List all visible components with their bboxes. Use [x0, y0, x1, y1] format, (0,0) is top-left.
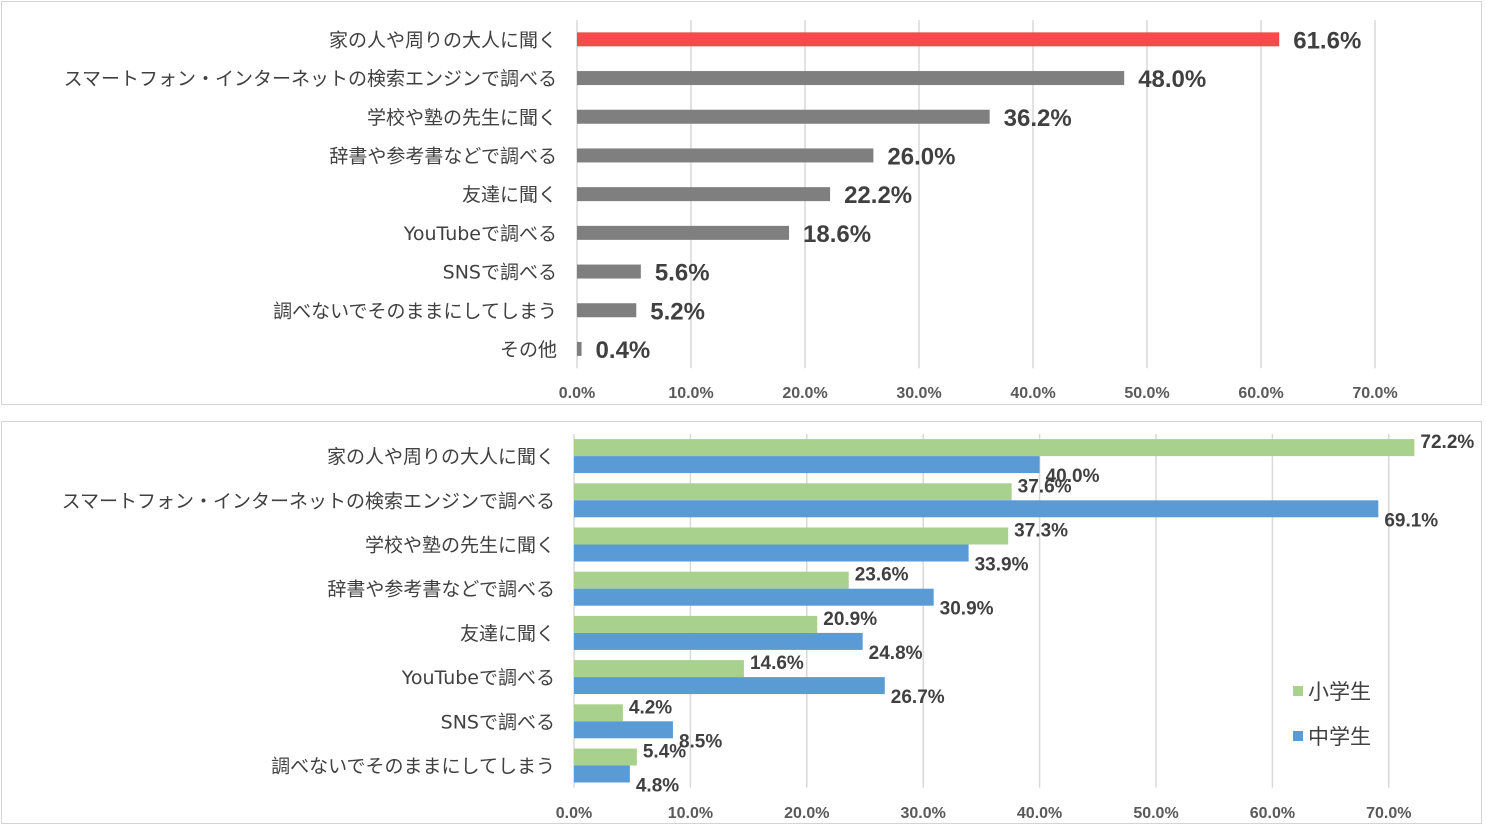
bar-elementary	[574, 439, 1415, 457]
bar-junior-high	[574, 632, 863, 650]
category-label: 調べないでそのままにしてしまう	[273, 300, 557, 322]
data-label: 18.6%	[803, 221, 871, 248]
chart-panel-overall: 0.0% 10.0% 20.0% 30.0% 40.0% 50.0% 60.0% 70.0% 家…	[1, 1, 1482, 405]
category-label: スマートフォン・インターネットの検索エンジンで調べる	[62, 490, 555, 512]
data-label: 24.8%	[869, 643, 923, 664]
x-tick-label: 50.0%	[1124, 385, 1169, 402]
data-label: 37.6%	[1018, 476, 1072, 497]
legend-swatch	[1293, 686, 1303, 696]
bar-elementary	[574, 615, 818, 633]
legend-label: 小学生	[1308, 680, 1371, 704]
data-label: 0.4%	[596, 337, 651, 364]
data-label: 4.2%	[629, 697, 672, 718]
data-label: 61.6%	[1293, 27, 1361, 54]
category-label: スマートフォン・インターネットの検索エンジンで調べる	[64, 68, 557, 90]
bar	[577, 225, 790, 240]
x-tick-label: 10.0%	[668, 805, 713, 822]
data-label: 14.6%	[750, 653, 804, 674]
category-label: 友達に聞く	[460, 623, 555, 645]
bar	[577, 303, 637, 318]
x-tick-label: 60.0%	[1238, 385, 1283, 402]
data-label: 5.6%	[655, 260, 710, 287]
x-tick-label: 40.0%	[1017, 805, 1062, 822]
x-tick-label: 0.0%	[559, 385, 595, 402]
x-tick-label: 70.0%	[1366, 805, 1411, 822]
category-label: YouTubeで調べる	[403, 223, 557, 245]
x-tick-label: 50.0%	[1133, 805, 1178, 822]
bar-elementary	[574, 571, 849, 589]
bar	[577, 341, 582, 356]
category-label: 友達に聞く	[462, 184, 557, 206]
bar-junior-high	[574, 677, 885, 695]
bar-elementary	[574, 660, 744, 678]
category-label: 辞書や参考書などで調べる	[329, 145, 557, 167]
data-label: 8.5%	[679, 731, 722, 752]
grade-comparison-bar-chart: 0.0% 10.0% 20.0% 30.0% 40.0% 50.0% 60.0% 70.0% 家…	[62, 432, 1475, 822]
category-label: 辞書や参考書などで調べる	[327, 579, 555, 601]
data-label: 22.2%	[844, 182, 912, 209]
data-label: 40.0%	[1046, 466, 1100, 487]
x-tick-label: 70.0%	[1352, 385, 1397, 402]
bar	[577, 109, 990, 124]
x-tick-label: 60.0%	[1250, 805, 1295, 822]
bar	[577, 148, 874, 163]
data-label: 36.2%	[1004, 105, 1072, 132]
data-label: 37.3%	[1014, 521, 1068, 542]
x-tick-label: 0.0%	[556, 805, 592, 822]
data-label: 72.2%	[1420, 432, 1474, 453]
data-label: 20.9%	[823, 609, 877, 630]
category-label: 学校や塾の先生に聞く	[365, 535, 555, 557]
bar	[577, 71, 1125, 86]
bar-elementary	[574, 748, 637, 766]
category-label: 学校や塾の先生に聞く	[367, 107, 557, 129]
bar-junior-high	[574, 456, 1040, 474]
category-label: YouTubeで調べる	[401, 667, 555, 689]
data-label: 48.0%	[1138, 66, 1206, 93]
bar-junior-high	[574, 765, 630, 783]
bar	[577, 187, 831, 202]
data-label: 23.6%	[855, 565, 909, 586]
data-label: 5.2%	[650, 298, 705, 325]
data-label: 26.7%	[891, 687, 945, 708]
bar-elementary	[574, 704, 623, 722]
x-tick-label: 30.0%	[896, 385, 941, 402]
legend-label: 中学生	[1308, 725, 1371, 749]
data-label: 26.0%	[887, 143, 955, 170]
data-label: 5.4%	[643, 742, 686, 763]
x-tick-label: 10.0%	[668, 385, 713, 402]
x-tick-label: 20.0%	[782, 385, 827, 402]
legend-swatch	[1293, 731, 1303, 741]
data-label: 33.9%	[975, 555, 1029, 576]
x-tick-label: 20.0%	[784, 805, 829, 822]
bar-junior-high	[574, 588, 934, 606]
bar-junior-high	[574, 721, 673, 739]
data-label: 4.8%	[636, 776, 679, 797]
overall-bar-chart: 0.0% 10.0% 20.0% 30.0% 40.0% 50.0% 60.0% 70.0% 家…	[64, 20, 1398, 402]
x-tick-label: 40.0%	[1010, 385, 1055, 402]
bar-elementary	[574, 483, 1012, 501]
category-label: 家の人や周りの大人に聞く	[327, 446, 555, 468]
bar-junior-high	[574, 500, 1379, 518]
category-label: その他	[500, 339, 557, 361]
bar	[577, 32, 1280, 47]
bar	[577, 264, 641, 279]
chart-panel-by-grade: 0.0% 10.0% 20.0% 30.0% 40.0% 50.0% 60.0% 70.0% 家…	[1, 421, 1482, 824]
bar-junior-high	[574, 544, 969, 562]
category-label: SNSで調べる	[441, 711, 555, 733]
category-label: 家の人や周りの大人に聞く	[329, 29, 557, 51]
category-label: 調べないでそのままにしてしまう	[271, 756, 555, 778]
x-tick-label: 30.0%	[901, 805, 946, 822]
data-label: 69.1%	[1384, 510, 1438, 531]
data-label: 30.9%	[940, 599, 994, 620]
bar-elementary	[574, 527, 1009, 545]
category-label: SNSで調べる	[443, 262, 557, 284]
